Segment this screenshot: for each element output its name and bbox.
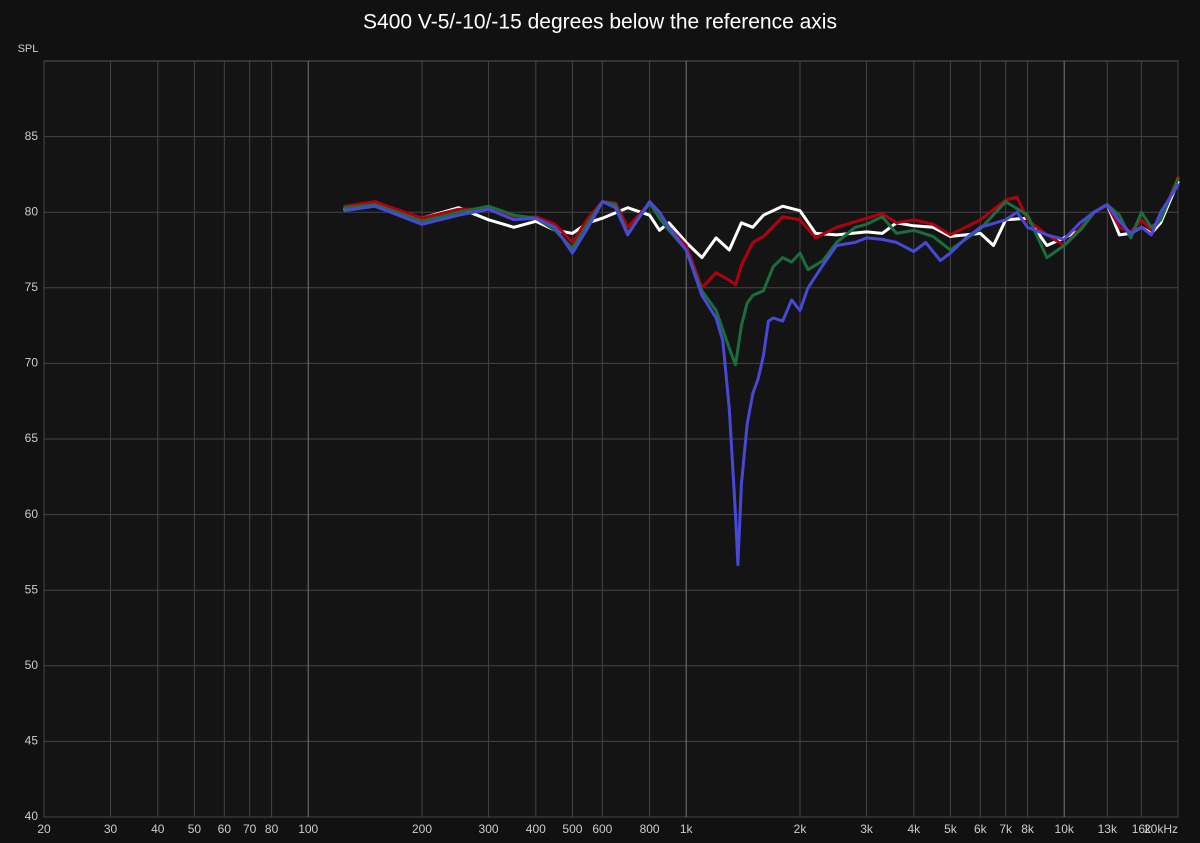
y-tick-label: 55 — [25, 582, 39, 596]
x-tick-label: 5k — [944, 822, 958, 836]
x-tick-label: 8k — [1021, 822, 1035, 836]
x-tick-label: 80 — [265, 822, 279, 836]
y-tick-label: 80 — [25, 204, 39, 218]
y-tick-label: 45 — [25, 734, 39, 748]
y-tick-label: 85 — [25, 129, 39, 143]
x-tick-label: 13k — [1098, 822, 1118, 836]
x-tick-label: 200 — [412, 822, 432, 836]
x-tick-label: 2k — [794, 822, 808, 836]
x-tick-label: 50 — [188, 822, 202, 836]
y-tick-label: 70 — [25, 356, 39, 370]
x-tick-label: 20 — [37, 822, 51, 836]
series-line — [343, 177, 1180, 367]
x-tick-label: 7k — [999, 822, 1013, 836]
x-tick-label: 500 — [562, 822, 582, 836]
y-axis-label: SPL — [18, 43, 39, 55]
y-tick-label: 50 — [25, 658, 39, 672]
x-tick-label: 800 — [640, 822, 660, 836]
x-tick-label: 6k — [974, 822, 988, 836]
x-tick-label: 70 — [243, 822, 257, 836]
x-tick-label: 60 — [218, 822, 232, 836]
x-tick-label: 400 — [526, 822, 546, 836]
y-tick-label: 40 — [25, 809, 39, 823]
series-line — [343, 183, 1180, 566]
y-tick-label: 60 — [25, 507, 39, 521]
x-tick-label: 20kHz — [1144, 822, 1178, 836]
x-tick-label: 4k — [907, 822, 921, 836]
x-tick-label: 16k — [1132, 822, 1152, 836]
x-tick-label: 30 — [104, 822, 118, 836]
x-tick-label: 10k — [1055, 822, 1075, 836]
x-tick-label: 300 — [479, 822, 499, 836]
x-tick-label: 100 — [298, 822, 318, 836]
y-tick-label: 65 — [25, 431, 39, 445]
x-tick-label: 1k — [680, 822, 694, 836]
x-tick-label: 3k — [860, 822, 874, 836]
y-tick-label: 75 — [25, 280, 39, 294]
chart-title: S400 V-5/-10/-15 degrees below the refer… — [363, 11, 837, 34]
x-tick-label: 600 — [592, 822, 612, 836]
x-tick-label: 40 — [151, 822, 165, 836]
